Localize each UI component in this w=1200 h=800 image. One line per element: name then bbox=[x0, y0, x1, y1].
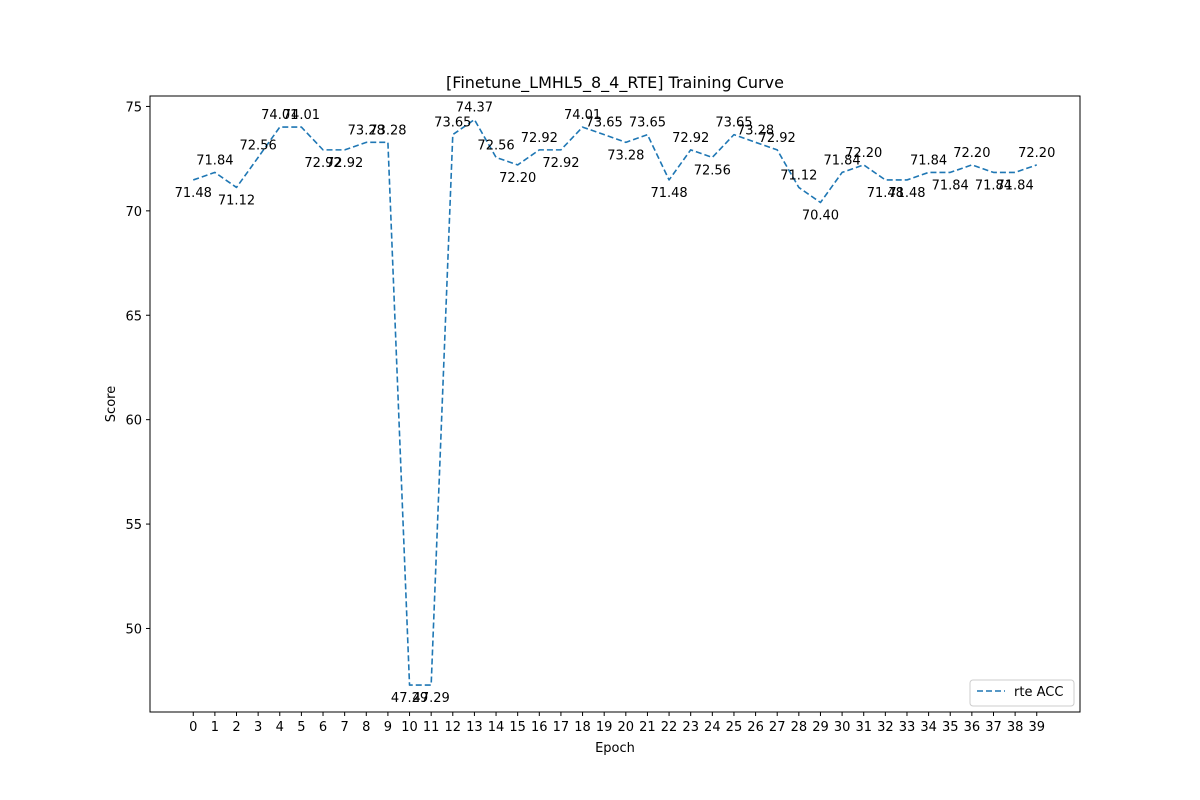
data-label: 73.28 bbox=[348, 123, 385, 138]
x-tick-label: 21 bbox=[639, 720, 656, 735]
x-tick-label: 13 bbox=[466, 720, 483, 735]
legend-box bbox=[969, 679, 1075, 707]
x-tick-label: 17 bbox=[553, 720, 570, 735]
data-label: 71.48 bbox=[650, 186, 687, 201]
x-tick-label: 15 bbox=[509, 720, 526, 735]
data-label: 71.48 bbox=[888, 186, 925, 201]
data-label: 73.65 bbox=[629, 116, 666, 131]
x-tick-label: 38 bbox=[1007, 720, 1024, 735]
x-tick-label: 30 bbox=[834, 720, 851, 735]
x-tick-label: 27 bbox=[769, 720, 786, 735]
x-tick-label: 8 bbox=[362, 720, 370, 735]
y-axis-label: Score bbox=[104, 386, 119, 422]
x-tick-label: 20 bbox=[618, 720, 635, 735]
plot-area: 0 1 2 3 4 5 6 7 8 9 10 11 12 13 14 15 16 17 18 19 20 21 22 23 24… bbox=[125, 100, 1055, 735]
x-tick-label: 22 bbox=[661, 720, 678, 735]
data-label: 73.28 bbox=[607, 148, 644, 163]
x-tick-label: 3 bbox=[254, 720, 262, 735]
data-label: 72.20 bbox=[499, 171, 536, 186]
data-label: 72.92 bbox=[326, 156, 363, 171]
data-label: 47.29 bbox=[413, 691, 450, 706]
x-tick-label: 1 bbox=[211, 720, 219, 735]
x-tick-label: 2 bbox=[232, 720, 240, 735]
data-label: 72.56 bbox=[694, 163, 731, 178]
x-tick-label: 29 bbox=[812, 720, 829, 735]
data-label: 71.84 bbox=[910, 153, 947, 168]
y-tick-label: 60 bbox=[125, 414, 142, 429]
x-tick-label: 23 bbox=[682, 720, 699, 735]
y-tick-label: 55 bbox=[125, 518, 142, 533]
x-tick-label: 12 bbox=[445, 720, 462, 735]
data-label: 71.48 bbox=[867, 186, 904, 201]
data-label: 72.20 bbox=[953, 146, 990, 161]
x-tick-label: 24 bbox=[704, 720, 721, 735]
data-label: 72.92 bbox=[304, 156, 341, 171]
data-label: 71.84 bbox=[823, 153, 860, 168]
x-axis-label: Epoch bbox=[595, 741, 635, 756]
data-label: 72.92 bbox=[759, 131, 796, 146]
x-tick-label: 31 bbox=[855, 720, 872, 735]
data-label: 73.65 bbox=[586, 116, 623, 131]
data-label: 74.01 bbox=[261, 108, 298, 123]
x-tick-label: 28 bbox=[791, 720, 808, 735]
data-label: 74.37 bbox=[456, 101, 493, 116]
chart-title: [Finetune_LMHL5_8_4_RTE] Training Curve bbox=[446, 73, 784, 93]
x-tick-label: 26 bbox=[747, 720, 764, 735]
x-tick-label: 33 bbox=[899, 720, 916, 735]
x-tick-label: 4 bbox=[276, 720, 284, 735]
y-tick-label: 50 bbox=[125, 622, 142, 637]
data-label: 72.92 bbox=[672, 131, 709, 146]
x-tick-label: 36 bbox=[964, 720, 981, 735]
data-label: 73.65 bbox=[715, 116, 752, 131]
legend-label: rte ACC bbox=[1014, 685, 1063, 700]
data-label: 72.56 bbox=[477, 138, 514, 153]
x-tick-label: 9 bbox=[384, 720, 392, 735]
data-label: 72.56 bbox=[240, 138, 277, 153]
data-label: 72.92 bbox=[521, 131, 558, 146]
y-tick-label: 65 bbox=[125, 309, 142, 324]
data-label: 71.84 bbox=[975, 178, 1012, 193]
x-tick-label: 32 bbox=[877, 720, 894, 735]
x-tick-label: 10 bbox=[401, 720, 418, 735]
x-tick-label: 25 bbox=[726, 720, 743, 735]
y-tick-label: 75 bbox=[125, 100, 142, 115]
x-tick-label: 14 bbox=[488, 720, 505, 735]
legend: rte ACC bbox=[969, 679, 1075, 707]
x-tick-label: 0 bbox=[189, 720, 197, 735]
y-tick-label: 70 bbox=[125, 205, 142, 220]
data-label: 71.12 bbox=[780, 168, 817, 183]
data-label: 74.01 bbox=[564, 108, 601, 123]
x-tick-label: 5 bbox=[297, 720, 305, 735]
data-label: 71.84 bbox=[932, 178, 969, 193]
data-label: 74.01 bbox=[283, 108, 320, 123]
data-label: 72.20 bbox=[1018, 146, 1055, 161]
axes-frame bbox=[149, 95, 1081, 713]
data-label: 73.28 bbox=[737, 123, 774, 138]
x-tick-label: 7 bbox=[341, 720, 349, 735]
x-tick-label: 16 bbox=[531, 720, 548, 735]
data-label: 71.84 bbox=[997, 178, 1034, 193]
x-tick-label: 19 bbox=[596, 720, 613, 735]
data-label: 73.28 bbox=[369, 123, 406, 138]
x-tick-label: 18 bbox=[574, 720, 591, 735]
data-label: 72.92 bbox=[542, 156, 579, 171]
x-tick-label: 39 bbox=[1028, 720, 1045, 735]
data-label: 70.40 bbox=[802, 208, 839, 223]
data-label: 72.20 bbox=[845, 146, 882, 161]
data-label: 47.29 bbox=[391, 691, 428, 706]
series-line bbox=[192, 118, 1038, 686]
x-tick-label: 11 bbox=[423, 720, 440, 735]
data-label: 71.12 bbox=[218, 193, 255, 208]
data-label: 73.65 bbox=[434, 116, 471, 131]
x-tick-label: 35 bbox=[942, 720, 959, 735]
x-tick-label: 34 bbox=[920, 720, 937, 735]
x-tick-label: 37 bbox=[985, 720, 1002, 735]
data-label: 71.84 bbox=[196, 153, 233, 168]
data-label: 71.48 bbox=[175, 186, 212, 201]
x-tick-label: 6 bbox=[319, 720, 327, 735]
